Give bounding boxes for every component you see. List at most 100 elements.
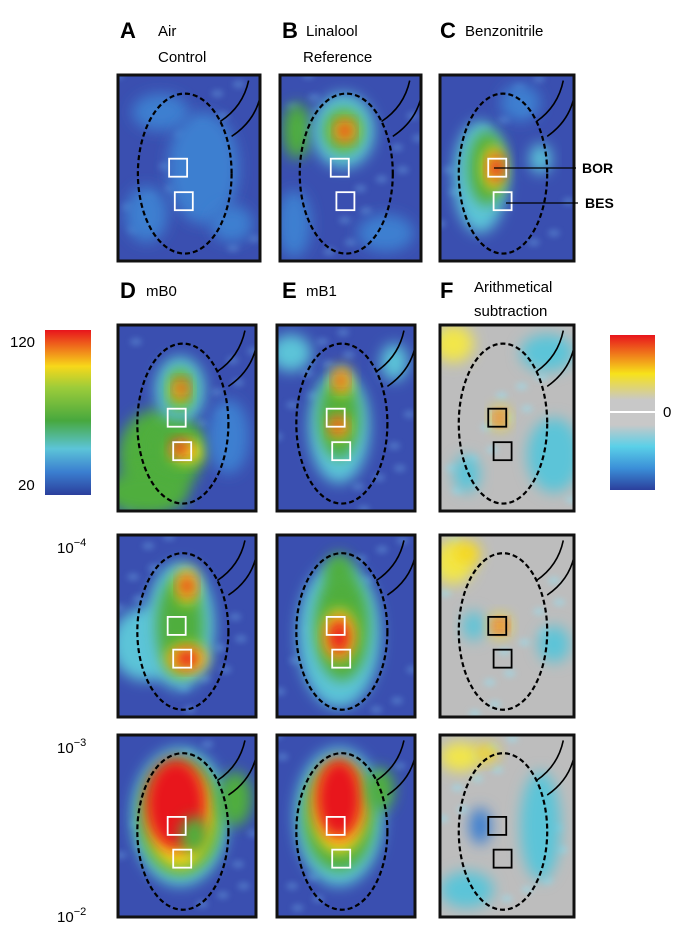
heatmap-panel (112, 71, 260, 261)
blob (325, 553, 353, 589)
exponent: −3 (74, 737, 87, 749)
speckle (354, 184, 366, 192)
speckle (489, 700, 501, 708)
speckle (391, 697, 403, 705)
blob (335, 373, 346, 388)
speckle (501, 895, 513, 903)
colorbar-label: 20 (18, 477, 35, 494)
panel-letter: D (120, 278, 136, 303)
blob (538, 626, 570, 662)
speckle (496, 392, 508, 400)
heatmap-panel (437, 735, 574, 917)
annotation: BOR (582, 160, 613, 176)
speckle (308, 93, 320, 101)
heatmap-panel (104, 325, 259, 515)
speckle (217, 891, 229, 899)
speckle (451, 784, 463, 792)
speckle (548, 229, 560, 237)
panel-caption: mB1 (306, 283, 337, 300)
panel-letter: E (282, 278, 297, 303)
blob (125, 187, 168, 243)
heatmap-panel (277, 71, 424, 261)
blob (453, 542, 480, 564)
panel-caption: Linalool (306, 23, 358, 40)
speckle (376, 175, 388, 183)
panel-letter: B (282, 18, 298, 43)
speckle (528, 238, 540, 246)
speckle (202, 740, 214, 748)
blob (496, 412, 504, 423)
heatmap-panel (115, 735, 259, 917)
panel-caption: mB0 (146, 283, 177, 300)
blob (381, 344, 409, 381)
speckle (196, 420, 208, 428)
speckle (397, 166, 409, 174)
speckle (352, 483, 364, 491)
speckle (533, 607, 545, 615)
concentration: 10−2 (57, 906, 86, 926)
heatmap-panel (270, 325, 415, 513)
heatmap (433, 535, 574, 717)
blob (331, 418, 345, 433)
speckle (394, 762, 406, 770)
blob (316, 759, 363, 839)
speckle (317, 338, 329, 346)
blob (175, 650, 200, 668)
speckle (343, 351, 355, 359)
heatmap (111, 533, 256, 717)
blob (440, 742, 480, 771)
speckle (492, 766, 504, 774)
blob (210, 205, 253, 242)
speckle (553, 598, 565, 606)
colorbar (45, 330, 91, 495)
speckle (376, 546, 388, 554)
speckle (322, 360, 334, 368)
base: 10 (57, 540, 74, 557)
blob (358, 215, 414, 252)
heatmap-panel (433, 325, 580, 511)
speckle (286, 882, 298, 890)
blob (180, 577, 194, 595)
panel-caption: Benzonitrile (465, 23, 543, 40)
base: 10 (57, 740, 74, 757)
exponent: −4 (74, 537, 87, 549)
figure: A Air Control B Linalool Reference C Ben… (0, 0, 674, 927)
blob (176, 381, 187, 396)
speckle (486, 446, 498, 454)
speckle (211, 388, 223, 396)
speckle (233, 80, 245, 88)
heatmap (270, 325, 415, 513)
speckle (518, 638, 530, 646)
panel-letter: F (440, 278, 453, 303)
speckle (130, 338, 142, 346)
concentration: 10−4 (57, 537, 86, 557)
heatmaps (104, 71, 581, 917)
heatmap (112, 71, 260, 261)
speckle (142, 542, 154, 550)
speckle (498, 647, 510, 655)
speckle (504, 669, 516, 677)
blob (338, 122, 352, 139)
heatmap-panel (111, 533, 256, 717)
speckle (339, 216, 351, 224)
speckle (235, 635, 247, 643)
colorbar-label: 0 (663, 404, 671, 421)
speckle (370, 706, 382, 714)
annotation: BES (585, 195, 614, 211)
speckle (516, 382, 528, 390)
panel-caption: Air (158, 23, 176, 40)
base: 10 (57, 909, 74, 926)
speckle (360, 207, 372, 215)
speckle (388, 442, 400, 450)
speckle (472, 775, 484, 783)
speckle (565, 496, 577, 504)
speckle (391, 144, 403, 152)
blob (463, 611, 484, 640)
speckle (521, 405, 533, 413)
blob (283, 103, 311, 159)
concentration: 10−3 (57, 737, 86, 757)
concentrations: 10−4 10−3 10−2 (57, 537, 86, 926)
panel-caption: Arithmetical (474, 279, 552, 296)
speckle (484, 678, 496, 686)
speckle (127, 573, 139, 581)
